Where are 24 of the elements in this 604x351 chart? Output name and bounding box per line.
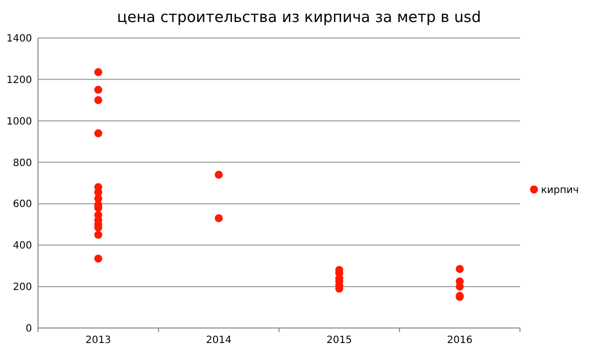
y-tick-label: 1000 [6,116,32,128]
y-tick-label: 600 [12,199,32,210]
y-tick-label: 400 [12,240,32,252]
y-tick-label: 200 [12,282,32,294]
point [94,68,102,76]
point [94,230,102,239]
point [94,254,102,263]
chart-title: цена строительства из кирпича за метр в usd [117,8,481,26]
point [214,170,223,179]
point [94,96,102,104]
x-tick-label: 2016 [447,335,472,346]
point [94,129,102,138]
point [456,264,464,273]
point [94,86,102,94]
point [214,214,223,222]
y-tick-label: 0 [26,324,32,334]
y-tick-label: 1200 [6,74,32,86]
x-tick-label: 2013 [86,335,111,346]
y-tick-label: 800 [12,158,32,169]
y-tick-label: 1400 [6,34,32,44]
x-tick-label: 2014 [206,335,232,346]
point [456,282,464,291]
x-tick-label: 2015 [326,335,352,346]
legend-label: кирпич [541,185,579,196]
